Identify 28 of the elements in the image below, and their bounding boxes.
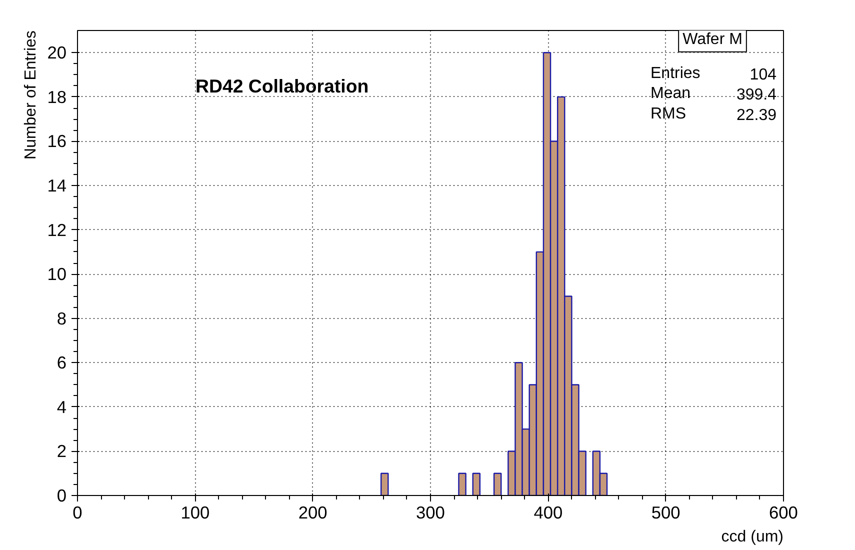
annotation: 22.39 xyxy=(736,107,777,124)
x-tick-label: 300 xyxy=(416,502,445,522)
annotation: RMS xyxy=(650,106,686,123)
x-tick-label: 400 xyxy=(534,502,563,522)
y-tick-label: 0 xyxy=(56,486,67,506)
annotation: RD42 Collaboration xyxy=(196,76,369,97)
y-tick-label: 6 xyxy=(56,352,67,373)
x-tick-label: 0 xyxy=(72,502,82,522)
y-tick-label: 16 xyxy=(47,131,67,152)
annotation: Entries xyxy=(650,64,700,82)
x-tick-label: 200 xyxy=(298,502,328,522)
x-tick-label: 600 xyxy=(769,502,798,522)
x-axis-title: ccd (um) xyxy=(721,528,784,546)
y-tick-label: 18 xyxy=(47,86,67,107)
y-tick-label: 20 xyxy=(47,42,67,63)
y-tick-label: 14 xyxy=(47,176,67,196)
annotation: Mean xyxy=(650,85,691,102)
y-tick-label: 2 xyxy=(56,441,67,462)
y-tick-label: 12 xyxy=(47,220,67,240)
annotation: 104 xyxy=(750,66,777,84)
y-tick-label: 4 xyxy=(56,396,67,417)
x-tick-label: 100 xyxy=(180,502,210,522)
y-tick-label: 10 xyxy=(47,264,67,284)
y-axis-title: Number of Entries xyxy=(22,30,40,160)
annotation: 399.4 xyxy=(736,86,777,104)
y-tick-label: 8 xyxy=(56,308,67,328)
x-tick-label: 500 xyxy=(651,502,680,522)
annotation: Wafer M xyxy=(682,30,742,48)
